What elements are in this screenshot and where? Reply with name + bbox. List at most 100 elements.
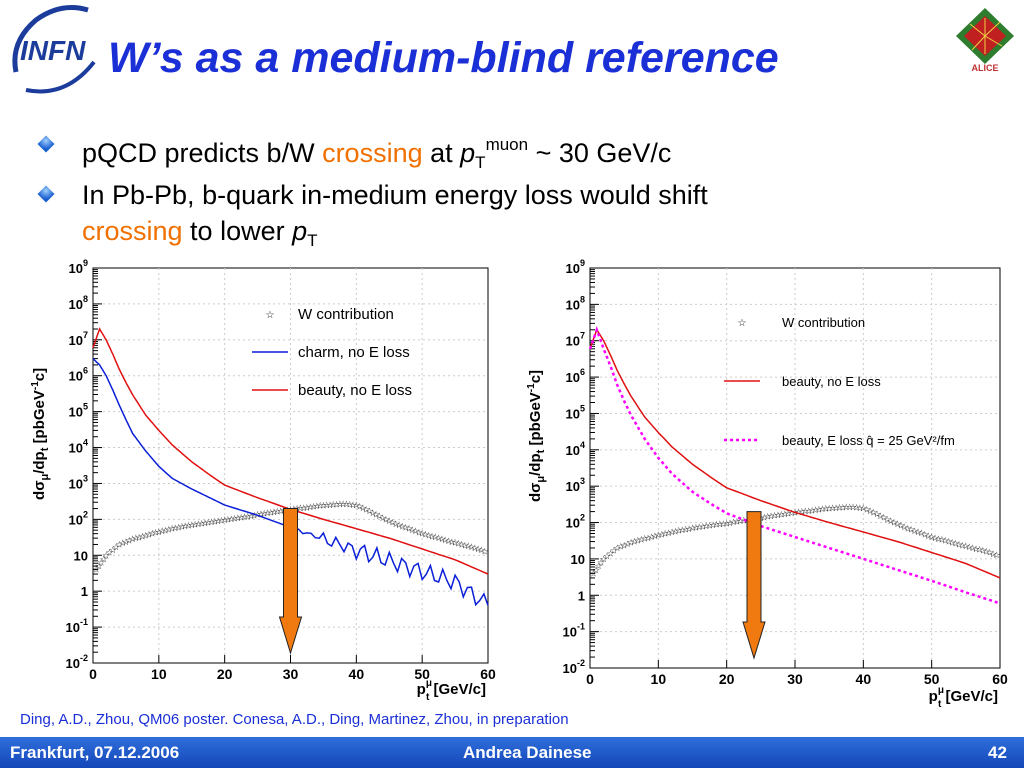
w-point-marker: ☆ xyxy=(319,500,327,510)
w-point-marker: ☆ xyxy=(665,528,673,538)
w-point-marker: ☆ xyxy=(217,516,225,526)
w-point-marker: ☆ xyxy=(415,527,423,537)
y-tick-base: 10 xyxy=(566,261,580,276)
bullet-1-var-sub: T xyxy=(475,153,486,172)
w-point-marker: ☆ xyxy=(880,513,888,523)
legend-label: W contribution xyxy=(298,306,394,323)
w-point-marker: ☆ xyxy=(904,523,912,533)
w-point-marker: ☆ xyxy=(135,532,143,542)
w-point-marker: ☆ xyxy=(975,545,983,555)
w-point-marker: ☆ xyxy=(148,529,156,539)
legend: ☆ W contribution beauty, no E loss beauty, … xyxy=(724,315,955,448)
x-tick-label: 50 xyxy=(924,671,940,687)
w-point-marker: ☆ xyxy=(712,520,720,530)
w-point-marker: ☆ xyxy=(958,540,966,550)
w-point-marker: ☆ xyxy=(405,524,413,534)
y-tick-exponent: 9 xyxy=(580,258,585,268)
y-tick-exponent: 8 xyxy=(580,294,585,304)
w-point-marker: ☆ xyxy=(658,529,666,539)
w-point-marker: ☆ xyxy=(431,532,439,542)
y-tick-label: 10-1 xyxy=(563,622,585,640)
y-tick-exponent: -2 xyxy=(80,653,88,663)
w-point-marker: ☆ xyxy=(352,500,360,510)
y-tick-base: 10 xyxy=(66,656,80,671)
w-point-marker: ☆ xyxy=(597,558,605,568)
w-point-marker: ☆ xyxy=(900,522,908,532)
series-beauty-line xyxy=(589,328,1001,579)
y-tick-base: 10 xyxy=(566,516,580,531)
x-axis-label: pμ t [GeV/c] xyxy=(929,685,998,710)
series-eloss-line xyxy=(588,326,1001,605)
w-point-marker: ☆ xyxy=(688,523,696,533)
y-tick-label: 105 xyxy=(566,403,585,421)
w-point-marker: ☆ xyxy=(678,525,686,535)
y-tick-base: 10 xyxy=(566,370,580,385)
w-point-marker: ☆ xyxy=(306,502,314,512)
w-point-marker: ☆ xyxy=(952,538,960,548)
x-tick-label: 0 xyxy=(89,666,97,682)
y-tick-label: 10-2 xyxy=(66,653,88,671)
footer-bar: Frankfurt, 07.12.2006 Andrea Dainese 42 xyxy=(0,737,1024,768)
w-point-marker: ☆ xyxy=(207,517,215,527)
w-point-marker: ☆ xyxy=(109,545,117,555)
w-point-marker: ☆ xyxy=(917,528,925,538)
w-point-marker: ☆ xyxy=(257,509,265,519)
w-point-marker: ☆ xyxy=(815,504,823,514)
w-point-marker: ☆ xyxy=(237,512,245,522)
w-point-marker: ☆ xyxy=(589,568,597,578)
w-point-marker: ☆ xyxy=(829,503,837,513)
w-point-marker: ☆ xyxy=(346,499,354,509)
w-point-marker: ☆ xyxy=(175,522,183,532)
y-tick-exponent: 7 xyxy=(83,330,88,340)
w-point-marker: ☆ xyxy=(191,519,199,529)
y-tick-label: 109 xyxy=(566,258,585,276)
x-label-part: [GeV/c] xyxy=(429,681,486,698)
w-point-marker: ☆ xyxy=(161,525,169,535)
y-tick-base: 10 xyxy=(69,512,83,527)
y-tick-exponent: -1 xyxy=(577,622,585,632)
w-point-marker: ☆ xyxy=(369,508,377,518)
w-point-marker: ☆ xyxy=(247,511,255,521)
bullet-2-line2: crossing to lower pT xyxy=(82,214,318,258)
w-point-marker: ☆ xyxy=(184,521,192,531)
w-point-marker: ☆ xyxy=(863,505,871,515)
w-point-marker: ☆ xyxy=(267,508,275,518)
w-point-marker: ☆ xyxy=(389,517,397,527)
y-label-part: c] xyxy=(527,370,544,383)
w-point-marker: ☆ xyxy=(825,503,833,513)
plot-right: 0 10 20 30 40 50 60 10-2 10-1 1 10 102 103 104 105 106 1… xyxy=(524,258,1014,714)
infn-logo-text: INFN xyxy=(20,35,86,66)
w-point-marker: ☆ xyxy=(702,521,710,531)
w-point-marker: ☆ xyxy=(883,514,891,524)
w-point-marker: ☆ xyxy=(723,518,731,528)
w-point-marker: ☆ xyxy=(204,517,212,527)
legend-label: charm, no E loss xyxy=(298,344,410,361)
w-point-marker: ☆ xyxy=(876,511,884,521)
y-label-part: dσ xyxy=(527,483,544,502)
w-point-marker: ☆ xyxy=(152,528,160,538)
legend-label: beauty, E loss q̂ = 25 GeV²/fm xyxy=(782,433,955,448)
w-point-marker: ☆ xyxy=(260,509,268,519)
w-point-marker: ☆ xyxy=(428,531,436,541)
y-tick-base: 10 xyxy=(563,625,577,640)
w-point-marker: ☆ xyxy=(112,542,120,552)
w-point-marker: ☆ xyxy=(675,526,683,536)
alice-logo-text: ALICE xyxy=(972,63,999,72)
w-point-marker: ☆ xyxy=(767,511,775,521)
y-tick-exponent: 4 xyxy=(580,440,585,450)
y-tick-label: 108 xyxy=(566,294,585,312)
legend: ☆ W contribution charm, no E loss beauty, n… xyxy=(252,306,412,399)
y-tick-label: 103 xyxy=(566,476,585,494)
w-point-marker: ☆ xyxy=(595,561,603,571)
x-tick-label: 10 xyxy=(151,666,167,682)
w-point-marker: ☆ xyxy=(630,537,638,547)
w-point-marker: ☆ xyxy=(842,502,850,512)
w-point-marker: ☆ xyxy=(955,539,963,549)
w-point-marker: ☆ xyxy=(600,554,608,564)
w-point-marker: ☆ xyxy=(897,521,905,531)
y-tick-base: 10 xyxy=(74,548,88,563)
w-point-marker: ☆ xyxy=(606,548,614,558)
y-tick-exponent: 5 xyxy=(580,403,585,413)
y-tick-base: 10 xyxy=(66,620,80,635)
y-tick-base: 10 xyxy=(566,443,580,458)
